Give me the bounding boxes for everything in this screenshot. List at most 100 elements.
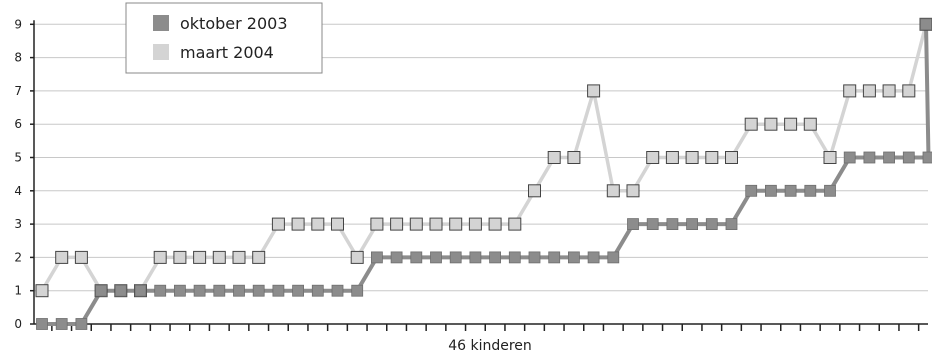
point-maart-2004-33 bbox=[685, 151, 699, 164]
y-tick-label-6: 6 bbox=[14, 117, 22, 131]
point-maart-2004-2 bbox=[74, 250, 88, 264]
point-maart-2004-26 bbox=[547, 151, 561, 164]
point-maart-2004-21 bbox=[449, 217, 463, 231]
point-maart-2004-30 bbox=[626, 184, 640, 198]
point-oktober-2003-14 bbox=[311, 284, 324, 297]
point-maart-2004-24 bbox=[508, 217, 522, 231]
point-oktober-2003-6 bbox=[154, 284, 167, 297]
point-oktober-2003-12 bbox=[272, 284, 285, 297]
point-oktober-2003-34 bbox=[705, 218, 718, 231]
point-maart-2004-0 bbox=[35, 284, 49, 298]
point-oktober-2003-19 bbox=[410, 251, 423, 264]
point-maart-2004-34 bbox=[705, 151, 719, 164]
point-maart-2004-19 bbox=[409, 217, 423, 231]
point-maart-2004-15 bbox=[331, 217, 344, 231]
point-maart-2004-35 bbox=[725, 151, 738, 164]
point-oktober-2003-41 bbox=[843, 151, 856, 164]
point-maart-2004-22 bbox=[468, 217, 482, 231]
point-maart-2004-31 bbox=[646, 151, 660, 164]
point-maart-2004-10 bbox=[232, 250, 246, 264]
point-maart-2004-36 bbox=[744, 117, 758, 131]
point-oktober-2003-29 bbox=[607, 251, 620, 264]
point-oktober-2003-8 bbox=[193, 284, 206, 297]
series-points bbox=[35, 17, 932, 330]
point-maart-2004-25 bbox=[528, 184, 541, 198]
y-tick-label-8: 8 bbox=[14, 51, 22, 65]
point-maart-2004-23 bbox=[488, 217, 502, 231]
point-maart-2004-39 bbox=[803, 117, 817, 131]
point-oktober-2003-46 bbox=[920, 18, 932, 31]
point-oktober-2003-7 bbox=[173, 284, 186, 297]
point-oktober-2003-17 bbox=[370, 251, 383, 264]
point-maart-2004-6 bbox=[153, 250, 167, 264]
y-tick-label-2: 2 bbox=[14, 250, 22, 264]
point-oktober-2003-4 bbox=[114, 284, 127, 297]
point-oktober-2003-2 bbox=[75, 318, 88, 330]
point-maart-2004-43 bbox=[882, 84, 896, 98]
point-maart-2004-40 bbox=[823, 151, 837, 164]
legend-swatch-maart-2004 bbox=[153, 44, 169, 60]
point-oktober-2003-24 bbox=[508, 251, 521, 264]
point-maart-2004-42 bbox=[862, 84, 876, 98]
point-oktober-2003-23 bbox=[489, 251, 502, 264]
point-maart-2004-32 bbox=[665, 151, 679, 164]
point-oktober-2003-35 bbox=[725, 218, 738, 231]
point-oktober-2003-39 bbox=[804, 184, 817, 197]
point-maart-2004-9 bbox=[212, 250, 226, 264]
y-tick-label-7: 7 bbox=[14, 84, 22, 98]
point-oktober-2003-15 bbox=[331, 284, 344, 297]
point-oktober-2003-13 bbox=[292, 284, 305, 297]
axes bbox=[30, 20, 928, 331]
point-maart-2004-12 bbox=[271, 217, 285, 231]
point-maart-2004-8 bbox=[193, 250, 207, 264]
point-maart-2004-18 bbox=[390, 217, 404, 231]
y-tick-label-1: 1 bbox=[14, 284, 22, 298]
point-oktober-2003-44 bbox=[902, 151, 915, 164]
point-oktober-2003-1 bbox=[55, 318, 68, 330]
point-maart-2004-14 bbox=[311, 217, 325, 231]
point-oktober-2003-16 bbox=[351, 284, 364, 297]
point-maart-2004-37 bbox=[764, 117, 778, 131]
point-maart-2004-16 bbox=[350, 250, 364, 264]
point-oktober-2003-25 bbox=[528, 251, 541, 264]
point-oktober-2003-32 bbox=[666, 218, 679, 231]
point-oktober-2003-0 bbox=[36, 318, 48, 330]
point-oktober-2003-27 bbox=[568, 251, 580, 264]
point-oktober-2003-20 bbox=[430, 251, 442, 264]
legend-box bbox=[125, 2, 323, 74]
y-tick-label-3: 3 bbox=[14, 217, 22, 231]
point-maart-2004-44 bbox=[902, 84, 916, 98]
legend-swatch-oktober-2003 bbox=[153, 15, 169, 31]
point-oktober-2003-36 bbox=[745, 184, 758, 197]
point-oktober-2003-11 bbox=[252, 284, 265, 297]
point-oktober-2003-40 bbox=[824, 184, 836, 197]
y-tick-label-4: 4 bbox=[14, 184, 22, 198]
point-oktober-2003-38 bbox=[784, 184, 797, 197]
point-oktober-2003-31 bbox=[646, 218, 659, 231]
point-oktober-2003-18 bbox=[390, 251, 403, 264]
point-oktober-2003-10 bbox=[233, 284, 245, 297]
point-maart-2004-13 bbox=[291, 217, 305, 231]
point-oktober-2003-26 bbox=[548, 251, 561, 264]
point-oktober-2003-5 bbox=[134, 284, 147, 297]
point-oktober-2003-37 bbox=[765, 184, 777, 197]
point-oktober-2003-3 bbox=[95, 284, 107, 297]
point-oktober-2003-33 bbox=[686, 218, 698, 231]
point-maart-2004-17 bbox=[370, 217, 384, 231]
y-tick-label-5: 5 bbox=[14, 151, 22, 165]
point-oktober-2003-30 bbox=[627, 218, 639, 231]
y-tick-label-0: 0 bbox=[14, 317, 22, 331]
point-oktober-2003-43 bbox=[883, 151, 895, 164]
point-maart-2004-11 bbox=[252, 250, 266, 264]
point-maart-2004-20 bbox=[429, 217, 443, 231]
y-tick-labels: 0 1 2 3 4 5 6 7 8 9 bbox=[14, 17, 22, 331]
point-oktober-2003-9 bbox=[213, 284, 226, 297]
point-oktober-2003-42 bbox=[863, 151, 876, 164]
series-line-maart-2004 bbox=[40, 23, 928, 293]
point-oktober-2003-28 bbox=[587, 251, 600, 264]
point-maart-2004-29 bbox=[606, 184, 620, 198]
y-tick-label-9: 9 bbox=[14, 17, 22, 31]
point-maart-2004-7 bbox=[173, 250, 187, 264]
point-maart-2004-28 bbox=[587, 84, 601, 98]
